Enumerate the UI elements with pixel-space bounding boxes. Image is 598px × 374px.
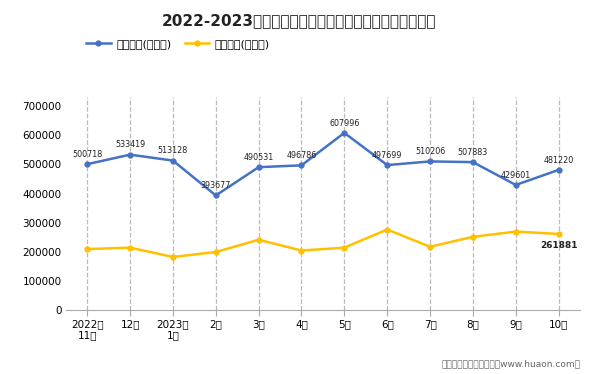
Text: 533419: 533419 <box>115 140 145 149</box>
Text: 500718: 500718 <box>72 150 102 159</box>
Text: 261881: 261881 <box>540 241 578 250</box>
出口总额(万美元) <box>469 160 477 164</box>
进口总额(万美元) <box>212 250 219 254</box>
进口总额(万美元) <box>555 232 562 236</box>
出口总额(万美元) <box>555 168 562 172</box>
Text: 507883: 507883 <box>458 148 488 157</box>
进口总额(万美元) <box>341 245 348 250</box>
Line: 出口总额(万美元): 出口总额(万美元) <box>85 131 561 198</box>
Text: 496786: 496786 <box>286 151 316 160</box>
Text: 607996: 607996 <box>329 119 359 128</box>
进口总额(万美元) <box>426 245 434 249</box>
进口总额(万美元) <box>169 255 176 259</box>
出口总额(万美元) <box>341 131 348 135</box>
进口总额(万美元) <box>255 237 262 242</box>
Text: 2022-2023年湖北省商品收发货人所在地进、出口额统计: 2022-2023年湖北省商品收发货人所在地进、出口额统计 <box>161 13 437 28</box>
Text: 513128: 513128 <box>158 146 188 155</box>
Text: 510206: 510206 <box>415 147 445 156</box>
出口总额(万美元) <box>383 163 390 167</box>
Text: 490531: 490531 <box>243 153 274 162</box>
进口总额(万美元) <box>383 227 390 232</box>
出口总额(万美元) <box>127 152 134 157</box>
进口总额(万美元) <box>127 245 134 250</box>
出口总额(万美元) <box>298 163 305 168</box>
出口总额(万美元) <box>426 159 434 164</box>
进口总额(万美元) <box>469 234 477 239</box>
Line: 进口总额(万美元): 进口总额(万美元) <box>85 227 561 260</box>
进口总额(万美元) <box>84 247 91 251</box>
Legend: 出口总额(万美元), 进口总额(万美元): 出口总额(万美元), 进口总额(万美元) <box>81 34 274 53</box>
出口总额(万美元) <box>212 193 219 198</box>
Text: 429601: 429601 <box>501 171 531 180</box>
进口总额(万美元) <box>298 248 305 253</box>
出口总额(万美元) <box>255 165 262 169</box>
出口总额(万美元) <box>169 158 176 163</box>
Text: 393677: 393677 <box>200 181 231 190</box>
Text: 497699: 497699 <box>372 151 402 160</box>
Text: 制图：华经产业研究院（www.huaon.com）: 制图：华经产业研究院（www.huaon.com） <box>441 359 580 368</box>
出口总额(万美元) <box>512 183 519 187</box>
Text: 481220: 481220 <box>544 156 573 165</box>
出口总额(万美元) <box>84 162 91 166</box>
进口总额(万美元) <box>512 229 519 234</box>
